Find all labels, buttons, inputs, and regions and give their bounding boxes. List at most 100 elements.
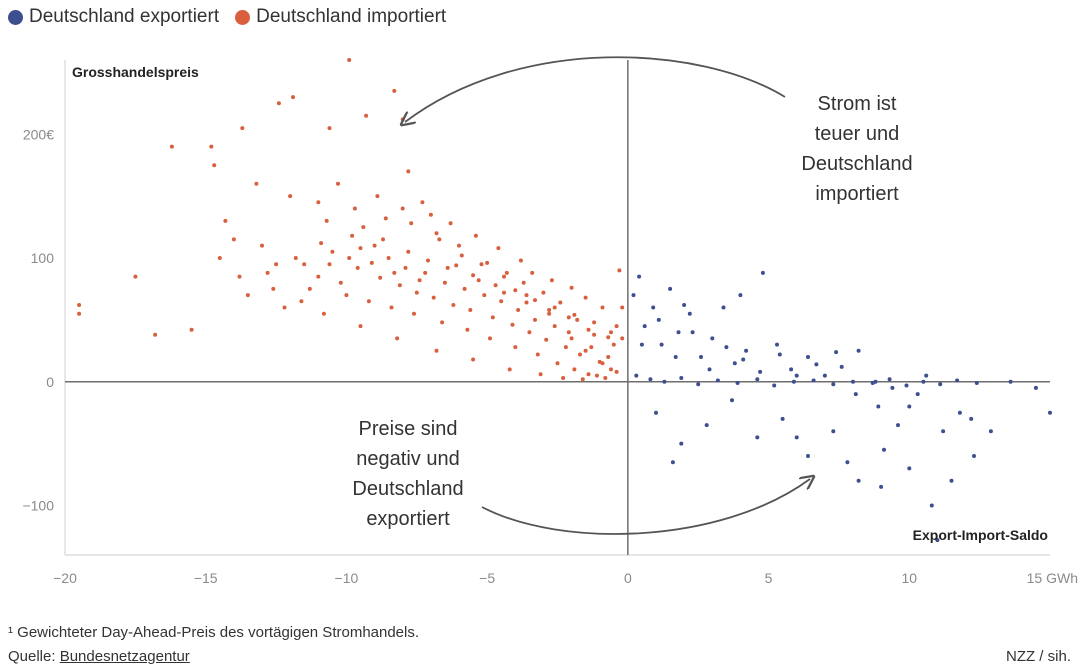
legend-item-export[interactable]: Deutschland exportiert xyxy=(8,6,219,28)
data-point-export xyxy=(853,392,858,397)
data-point-export xyxy=(676,330,681,335)
data-point-import xyxy=(369,260,374,265)
legend-item-import[interactable]: Deutschland importiert xyxy=(235,6,446,28)
data-point-import xyxy=(423,270,428,275)
data-point-import xyxy=(566,315,571,320)
data-point-export xyxy=(949,478,954,483)
data-point-import xyxy=(288,194,293,199)
data-point-import xyxy=(586,372,591,377)
legend: Deutschland exportiert Deutschland impor… xyxy=(8,6,446,28)
data-point-export xyxy=(969,416,974,421)
data-point-import xyxy=(561,376,566,380)
chart-labels: −20 −15 −10 −5 0 5 10 15 GWh 200€ 100 0 −100 Grossha… xyxy=(22,64,1078,586)
footnote: ¹ Gewichteter Day-Ahead-Preis des vortäg… xyxy=(8,624,420,641)
data-point-import xyxy=(493,283,498,288)
data-point-import xyxy=(327,262,332,267)
data-point-export xyxy=(670,460,675,465)
data-point-export xyxy=(907,466,912,471)
data-point-import xyxy=(378,275,383,280)
annotation-top-right-line: importiert xyxy=(815,183,899,205)
data-point-import xyxy=(336,181,340,186)
data-point-export xyxy=(941,429,946,434)
data-point-export xyxy=(758,369,763,374)
source-prefix: Quelle: xyxy=(8,648,60,665)
data-point-import xyxy=(352,206,357,211)
annotation-bottom-left-line: exportiert xyxy=(366,508,450,530)
data-point-export xyxy=(699,355,703,359)
data-point-import xyxy=(364,113,369,118)
legend-marker-export xyxy=(8,9,23,25)
data-point-import xyxy=(417,278,422,283)
data-point-import xyxy=(347,256,352,260)
data-point-export xyxy=(929,503,934,508)
data-point-import xyxy=(420,200,425,205)
y-tick-label: 0 xyxy=(46,374,54,390)
data-point-import xyxy=(212,163,217,168)
data-point-import xyxy=(586,327,591,332)
data-point-import xyxy=(344,293,349,298)
data-point-export xyxy=(935,538,940,543)
data-point-import xyxy=(406,169,411,174)
data-point-import xyxy=(471,357,476,362)
data-point-import xyxy=(569,285,574,290)
data-point-import xyxy=(609,367,613,372)
annotation-bottom-left-line: Deutschland xyxy=(352,478,463,500)
data-point-import xyxy=(361,225,366,230)
source-link[interactable]: Bundesnetzagentur xyxy=(59,648,190,665)
data-point-export xyxy=(904,383,909,388)
data-point-import xyxy=(240,126,245,131)
data-point-export xyxy=(921,379,926,384)
data-point-import xyxy=(592,332,597,337)
data-point-import xyxy=(507,367,512,372)
data-point-export xyxy=(907,404,912,409)
data-point-import xyxy=(392,88,397,93)
data-point-import xyxy=(513,345,518,350)
data-point-export xyxy=(887,377,892,382)
data-point-import xyxy=(614,324,619,329)
data-point-import xyxy=(350,233,355,238)
data-point-import xyxy=(459,253,464,258)
data-point-export xyxy=(704,423,709,428)
data-point-import xyxy=(549,278,554,283)
data-point-import xyxy=(538,372,543,377)
data-point-export xyxy=(775,342,779,347)
data-point-import xyxy=(457,243,461,248)
data-point-import xyxy=(316,274,321,279)
data-point-import xyxy=(552,324,557,329)
data-point-import xyxy=(566,330,571,335)
data-point-import xyxy=(555,361,560,366)
data-point-export xyxy=(772,383,777,388)
legend-label-import: Deutschland importiert xyxy=(256,6,447,27)
data-point-import xyxy=(324,218,329,223)
data-point-import xyxy=(274,262,279,267)
data-point-import xyxy=(271,286,276,291)
data-point-export xyxy=(806,454,810,458)
data-point-import xyxy=(611,342,616,347)
data-point-export xyxy=(834,350,839,355)
data-point-export xyxy=(856,348,861,353)
data-point-import xyxy=(488,336,492,341)
data-point-export xyxy=(755,377,760,382)
data-point-import xyxy=(316,200,321,205)
data-point-import xyxy=(575,317,580,322)
data-point-export xyxy=(938,382,943,387)
data-point-export xyxy=(654,410,658,415)
data-point-import xyxy=(530,270,535,275)
data-point-export xyxy=(876,404,881,409)
data-point-import xyxy=(547,308,552,312)
data-point-import xyxy=(293,256,298,260)
x-tick-label: −20 xyxy=(53,570,77,586)
data-point-export xyxy=(831,382,836,387)
data-point-import xyxy=(454,263,459,268)
data-point-import xyxy=(471,273,476,278)
data-point-import xyxy=(260,243,264,248)
data-point-import xyxy=(291,95,295,100)
data-point-export xyxy=(811,378,816,383)
x-tick-label: 10 xyxy=(901,570,917,586)
axes xyxy=(64,60,1050,556)
data-point-import xyxy=(572,312,577,317)
data-point-import xyxy=(426,258,430,263)
data-point-export xyxy=(777,352,782,357)
data-point-import xyxy=(533,317,537,322)
data-point-import xyxy=(276,101,281,106)
